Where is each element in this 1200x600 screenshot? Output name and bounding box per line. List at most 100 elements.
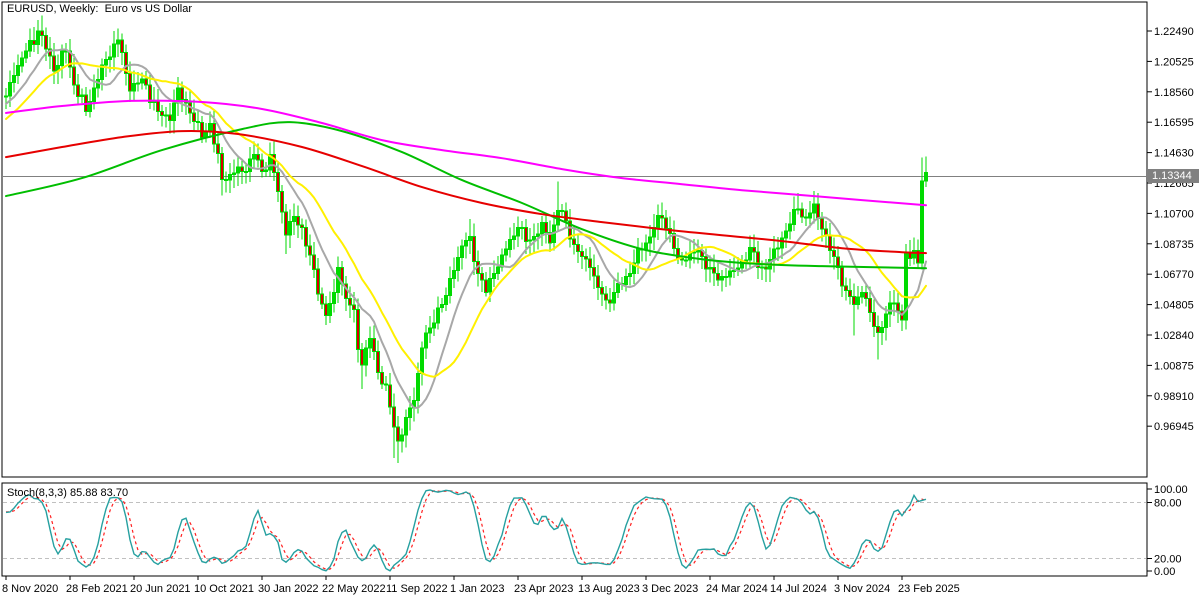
candle-down <box>472 236 476 263</box>
candle-down <box>304 226 308 247</box>
candle-down <box>44 35 48 50</box>
candle-down <box>524 226 528 242</box>
stoch-main-line <box>5 489 927 572</box>
candle-up <box>808 212 812 219</box>
ma-slow-green <box>5 121 927 270</box>
candle-down <box>832 250 836 258</box>
candle-up <box>924 172 928 182</box>
candle-up <box>616 283 620 293</box>
candle-down <box>296 216 300 226</box>
candle-down <box>240 166 244 172</box>
candle-up <box>444 294 448 306</box>
candle-down <box>868 297 872 313</box>
candle-up <box>796 208 800 211</box>
candle-down <box>892 302 896 305</box>
candle-down <box>752 246 756 253</box>
candle-down <box>276 171 280 193</box>
candle-up <box>784 230 788 239</box>
candle-up <box>364 347 368 366</box>
price-tick-label: 1.14630 <box>1154 148 1194 160</box>
candle-up <box>420 347 424 374</box>
candle-down <box>396 426 400 442</box>
candle-down <box>584 256 588 260</box>
candle-up <box>108 56 112 61</box>
candle-up <box>264 169 268 173</box>
candle-up <box>648 236 652 244</box>
candle-down <box>548 232 552 244</box>
candle-up <box>116 39 120 45</box>
candle-down <box>660 214 664 219</box>
date-label: 10 Oct 2021 <box>194 583 254 595</box>
date-label: 23 Apr 2023 <box>514 583 573 595</box>
candle-up <box>252 154 256 160</box>
candle-down <box>608 299 612 304</box>
stoch-scale-label: 20.00 <box>1154 554 1182 566</box>
candle-down <box>40 30 44 36</box>
candle-up <box>860 291 864 298</box>
candle-down <box>128 72 132 92</box>
candle-up <box>132 83 136 92</box>
candle-up <box>856 296 860 306</box>
date-label: 13 Aug 2023 <box>578 583 640 595</box>
candle-up <box>28 39 32 52</box>
candle-up <box>628 273 632 278</box>
candle-up <box>920 180 924 264</box>
candle-up <box>612 291 616 304</box>
candle-down <box>212 123 216 145</box>
candle-down <box>916 250 920 264</box>
candle-down <box>284 211 288 236</box>
time-axis-area[interactable] <box>0 577 1200 600</box>
candle-up <box>408 407 412 419</box>
candle-down <box>480 273 484 281</box>
candle-down <box>816 203 820 219</box>
candle-down <box>32 39 36 45</box>
candle-down <box>352 304 356 310</box>
candle-down <box>388 384 392 408</box>
stochastic-panel[interactable] <box>1 482 1148 577</box>
candle-down <box>680 257 684 261</box>
price-tick-label: 1.02840 <box>1154 330 1194 342</box>
price-tick-label: 0.96945 <box>1154 421 1194 433</box>
candle-down <box>312 254 316 270</box>
candle-down <box>572 238 576 245</box>
date-label: 23 Feb 2025 <box>898 583 960 595</box>
candle-up <box>92 87 96 103</box>
candle-up <box>624 276 628 286</box>
stoch-scale-label: 100.00 <box>1154 484 1188 496</box>
candle-down <box>716 272 720 281</box>
candle-down <box>308 245 312 256</box>
candle-up <box>684 259 688 262</box>
candle-down <box>196 120 200 123</box>
candle-down <box>820 217 824 230</box>
candle-up <box>520 226 524 229</box>
candle-up <box>504 248 508 256</box>
candle-up <box>8 81 12 97</box>
date-label: 11 Sep 2022 <box>386 583 448 595</box>
candle-down <box>168 114 172 122</box>
candle-up <box>368 338 372 349</box>
candle-down <box>484 279 488 293</box>
candle-up <box>424 332 428 349</box>
candle-up <box>4 95 8 98</box>
candle-up <box>708 267 712 270</box>
candle-up <box>512 235 516 241</box>
candle-up <box>536 233 540 238</box>
ma-slow-red <box>5 129 927 255</box>
candle-up <box>80 94 84 97</box>
price-tick-label: 1.00875 <box>1154 360 1194 372</box>
candle-up <box>792 209 796 225</box>
candle-down <box>160 110 164 117</box>
candle-down <box>828 234 832 252</box>
date-label: 22 May 2022 <box>322 583 386 595</box>
candle-up <box>172 102 176 122</box>
price-axis-area[interactable] <box>1148 0 1200 483</box>
candle-up <box>328 302 332 316</box>
candle-up <box>728 270 732 278</box>
candle-up <box>772 248 776 260</box>
stoch-scale-label: 80.00 <box>1154 498 1182 510</box>
candle-down <box>600 287 604 295</box>
candle-down <box>380 372 384 385</box>
candle-down <box>800 208 804 218</box>
candle-up <box>644 242 648 250</box>
